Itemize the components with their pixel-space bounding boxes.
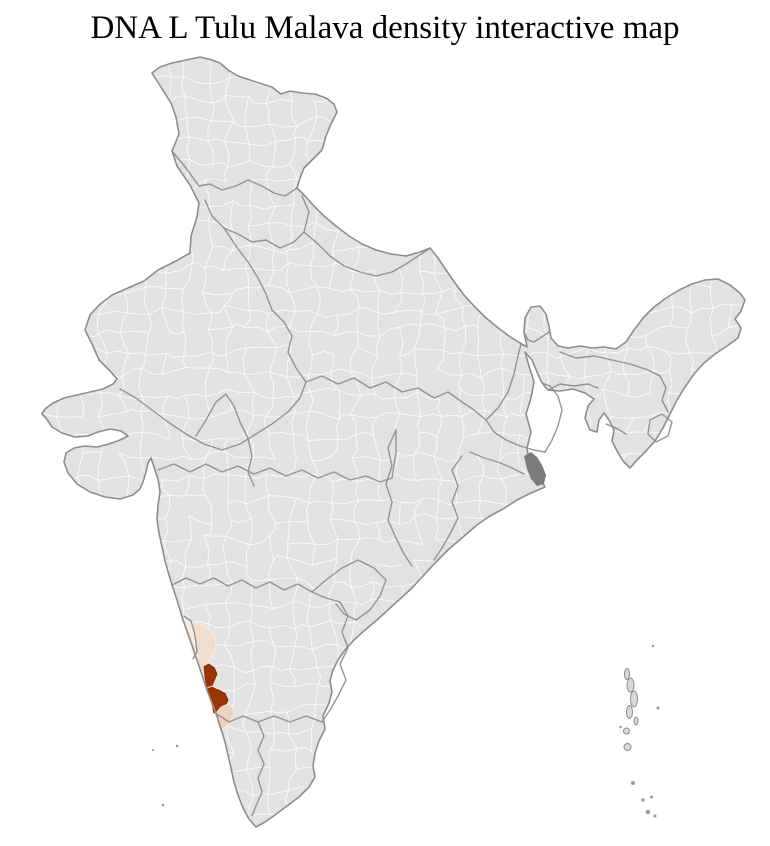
- highlight-district-divider: [204, 685, 219, 690]
- highlight-districts: [182, 613, 235, 731]
- highlight-district-medium[interactable]: [215, 703, 235, 731]
- sundarbans-delta: [524, 452, 546, 486]
- andaman-nicobar-islands: [619, 644, 660, 818]
- india-landmass: [42, 57, 745, 827]
- lakshadweep-islands: [152, 744, 179, 807]
- state-boundary-lines: [119, 150, 673, 817]
- page-title: DNA L Tulu Malava density interactive ma…: [90, 10, 680, 46]
